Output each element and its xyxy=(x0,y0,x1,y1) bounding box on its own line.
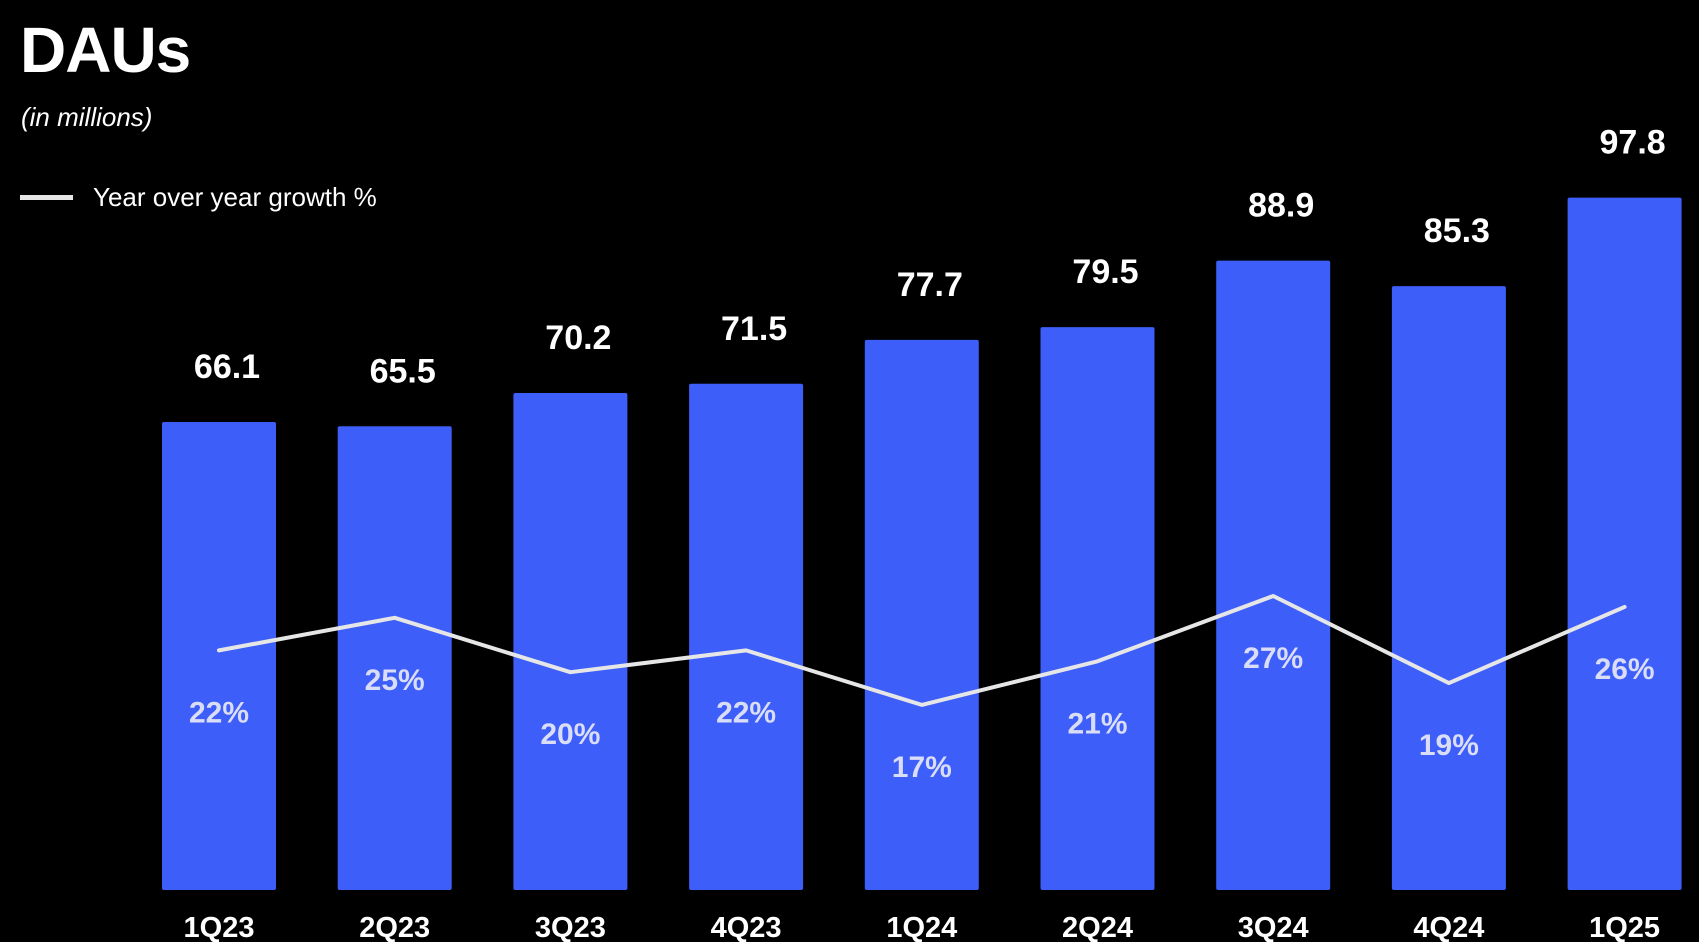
growth-label-1Q23: 22% xyxy=(189,696,249,729)
category-label-1Q23: 1Q23 xyxy=(184,912,255,942)
category-label-3Q24: 3Q24 xyxy=(1238,912,1309,942)
growth-line xyxy=(217,594,1627,707)
legend-line-swatch xyxy=(20,194,73,200)
category-label-1Q24: 1Q24 xyxy=(886,912,957,942)
bar-2Q24 xyxy=(1040,327,1155,890)
value-label-1Q23: 66.1 xyxy=(194,348,260,386)
growth-label-3Q23: 20% xyxy=(540,718,600,751)
bar-2Q23 xyxy=(337,426,452,890)
value-label-1Q25: 97.8 xyxy=(1600,124,1666,162)
bar-1Q24 xyxy=(864,339,979,890)
bar-1Q25 xyxy=(1567,197,1682,891)
value-label-4Q23: 71.5 xyxy=(721,310,787,348)
value-label-3Q24: 88.9 xyxy=(1248,187,1314,225)
category-label-3Q23: 3Q23 xyxy=(535,912,606,942)
growth-label-2Q23: 25% xyxy=(365,664,425,697)
growth-label-3Q24: 27% xyxy=(1243,642,1303,675)
growth-label-1Q25: 26% xyxy=(1595,653,1655,686)
category-label-1Q25: 1Q25 xyxy=(1589,912,1660,942)
value-label-1Q24: 77.7 xyxy=(897,266,963,304)
bar-3Q23 xyxy=(513,392,628,890)
bar-3Q24 xyxy=(1216,260,1331,890)
category-label-2Q23: 2Q23 xyxy=(359,912,430,942)
bar-4Q23 xyxy=(689,383,804,890)
value-label-2Q24: 79.5 xyxy=(1072,253,1138,291)
chart-title: DAUs xyxy=(20,14,191,86)
category-label-4Q23: 4Q23 xyxy=(711,912,782,942)
value-label-3Q23: 70.2 xyxy=(545,319,611,357)
legend-label-growth: Year over year growth % xyxy=(93,182,377,212)
category-label-4Q24: 4Q24 xyxy=(1413,912,1484,942)
bar-1Q23 xyxy=(162,422,276,890)
value-label-4Q24: 85.3 xyxy=(1424,212,1490,250)
legend: Year over year growth % xyxy=(20,184,377,210)
chart-subtitle: (in millions) xyxy=(21,102,153,132)
growth-label-2Q24: 21% xyxy=(1067,707,1127,740)
value-label-2Q23: 65.5 xyxy=(370,352,436,390)
bar-4Q24 xyxy=(1391,286,1506,890)
category-label-2Q24: 2Q24 xyxy=(1062,912,1133,942)
growth-label-4Q24: 19% xyxy=(1419,729,1479,762)
growth-label-1Q24: 17% xyxy=(892,751,952,784)
growth-label-4Q23: 22% xyxy=(716,696,776,729)
